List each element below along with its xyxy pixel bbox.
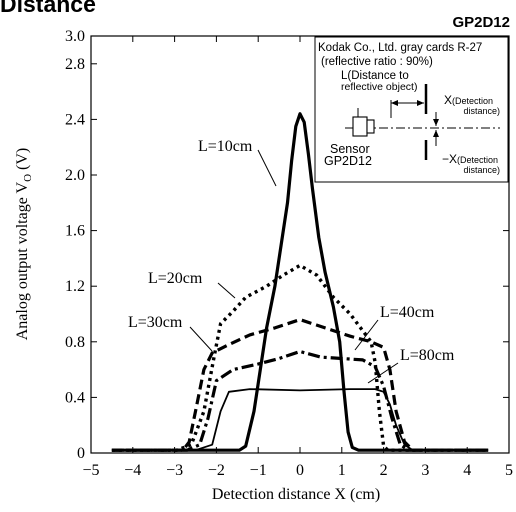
x-tick-label: 3 — [421, 462, 429, 479]
inset-diagram: Kodak Co., Ltd. gray cards R-27 (reflect… — [314, 36, 509, 183]
inset-box — [314, 36, 509, 183]
y-tick-label: 2.0 — [65, 167, 85, 184]
y-axis-label-sub: O — [22, 174, 34, 182]
series-label-layer: L=10cm L=20cm L=30cm L=40cm L=80cm — [128, 138, 455, 384]
series-line-1 — [111, 112, 489, 452]
x-tick-label: 5 — [505, 462, 513, 479]
series-label: L=80cm — [400, 347, 455, 364]
x-plus-arrowhead — [433, 119, 439, 126]
y-axis-label: Analog output voltage VO (V) — [14, 148, 34, 341]
sensor-label: Sensor — [330, 142, 370, 156]
x-tick-label: 1 — [338, 462, 346, 479]
y-axis-label-main: Analog output voltage V — [14, 181, 31, 340]
y-tick-label: 3.0 — [65, 28, 85, 45]
series-label: L=20cm — [148, 270, 203, 287]
y-tick-label: 0.4 — [65, 389, 85, 406]
series-layer — [111, 112, 489, 452]
x-minus-sublabel: distance) — [463, 165, 500, 175]
x-tick-label: −2 — [208, 462, 225, 479]
series-label-leader — [257, 149, 277, 187]
x-tick-label: −3 — [166, 462, 183, 479]
x-tick-label: −5 — [82, 462, 99, 479]
y-tick-label: 0.8 — [65, 334, 85, 351]
y-tick-label: 2.4 — [65, 111, 85, 128]
l-dimension-arrow — [417, 100, 424, 106]
x-tick-label: 2 — [380, 462, 388, 479]
l-dimension-arrow-left — [391, 100, 398, 106]
series-label-leader — [189, 326, 213, 352]
sensor-body — [352, 116, 368, 137]
series-label-leader — [354, 319, 379, 351]
series-label: L=40cm — [380, 304, 435, 321]
series-line-4 — [111, 349, 489, 452]
series-label-leader — [217, 282, 236, 299]
sensor-model: GP2D12 — [324, 154, 372, 168]
x-plus-sublabel: distance) — [463, 106, 500, 116]
inset-l-label-2: reflective object) — [341, 81, 417, 93]
sensor-lens — [366, 119, 375, 134]
series-label: L=30cm — [128, 314, 183, 331]
y-tick-label: 1.2 — [65, 278, 85, 295]
x-axis-label: Detection distance X (cm) — [212, 486, 380, 503]
x-plus-label: X(Detection — [444, 93, 493, 107]
x-tick-label: 0 — [296, 462, 304, 479]
x-tick-label: −1 — [250, 462, 267, 479]
inset-title: Kodak Co., Ltd. gray cards R-27 — [318, 42, 482, 54]
page-title: Distance — [0, 0, 96, 17]
x-minus-arrowhead — [433, 130, 439, 137]
inset-l-label-1: L(Distance to — [341, 70, 409, 82]
x-tick-label: −4 — [124, 462, 141, 479]
series-line-3 — [111, 318, 489, 452]
series-label-leader — [367, 362, 399, 384]
x-tick-label: 4 — [463, 462, 471, 479]
inset-subtitle: (reflective ratio : 90%) — [321, 56, 433, 68]
axis-ticks: −5 −4 −3 −2 −1 0 1 2 3 4 5 0 0.4 0.8 1.2 1.6 2.0 2.4 2.8 3.… — [65, 28, 513, 479]
y-tick-label: 1.6 — [65, 223, 85, 240]
y-axis-label-tail: (V) — [14, 148, 31, 174]
x-minus-label: −X(Detection — [442, 152, 498, 166]
part-number: GP2D12 — [452, 14, 510, 31]
series-label: L=10cm — [198, 138, 253, 155]
y-tick-label: 0 — [77, 445, 85, 462]
series-line-5 — [111, 388, 489, 452]
y-tick-label: 2.8 — [65, 56, 85, 73]
series-line-2 — [111, 263, 489, 452]
